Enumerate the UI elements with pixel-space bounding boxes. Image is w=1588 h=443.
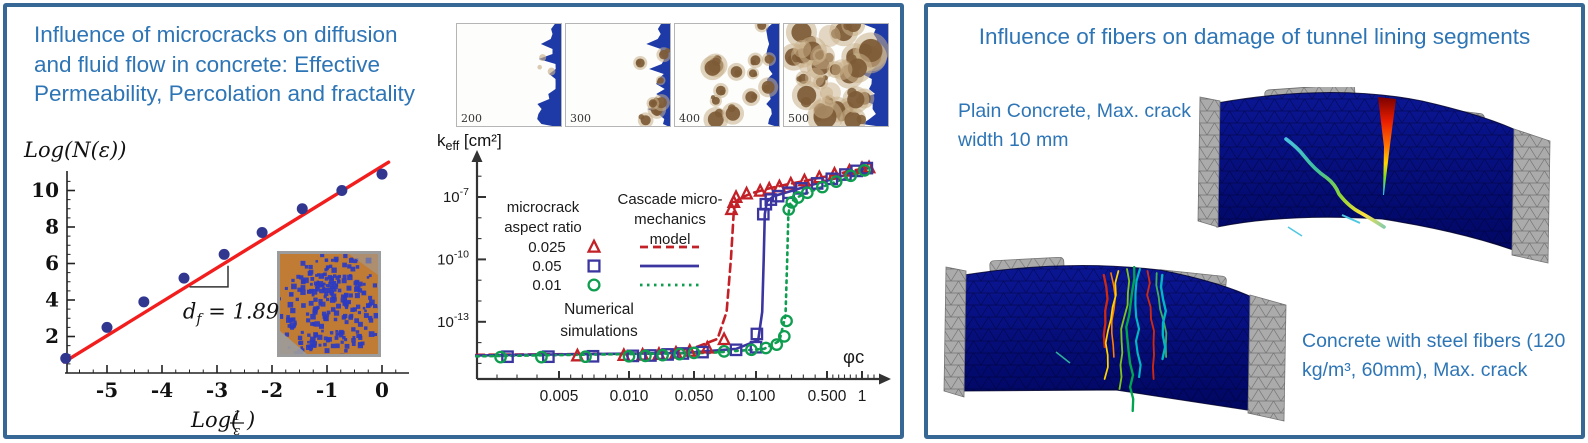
svg-text:1: 1 (858, 388, 867, 405)
svg-text:0.025: 0.025 (528, 239, 566, 256)
caption-line: Concrete with steel fibers (120 (1302, 330, 1566, 352)
percolation-frame-200: 200 (456, 23, 562, 127)
right-slide-panel: Influence of fibers on damage of tunnel … (924, 3, 1585, 439)
svg-text:10-7: 10-7 (443, 186, 469, 206)
svg-text:2: 2 (45, 324, 59, 348)
svg-text:0.005: 0.005 (540, 388, 579, 405)
keff-legend: microcrack aspect ratio Cascade micro-mech… (504, 191, 722, 340)
svg-text:10-10: 10-10 (437, 248, 469, 268)
fractal-dimension-annotation: df = 1.89 (183, 299, 279, 327)
svg-text:-4: -4 (151, 378, 173, 402)
svg-text:0.010: 0.010 (610, 388, 649, 405)
svg-text:aspect ratio: aspect ratio (504, 219, 582, 236)
tunnel-segment-steel-fibers-image (943, 257, 1287, 422)
fractal-data-point (256, 226, 268, 238)
fractal-box-counting-chart: -5 -4 -3 -2 -1 0 2 4 6 8 10 Log(N(ε)) Log(1ε) df = 1.… (23, 138, 409, 437)
percolation-frame-label: 300 (570, 112, 591, 125)
svg-text:0.500: 0.500 (808, 388, 847, 405)
caption-steel-fibers: Concrete with steel fibers (120 kg/m³, 60… (1302, 327, 1582, 386)
svg-text:Numerical: Numerical (564, 301, 634, 318)
right-panel-title: Influence of fibers on damage of tunnel … (978, 24, 1531, 49)
svg-text:1: 1 (233, 409, 241, 424)
tunnel-segment-plain-concrete-image (1197, 87, 1551, 264)
simulation-points-0.01 (494, 164, 871, 364)
primary-crack (1378, 97, 1396, 195)
left-panel-title: Influence of microcracks on diffusion and… (34, 20, 464, 109)
svg-text:Log(: Log( (190, 408, 240, 432)
fractal-data-point (60, 352, 72, 364)
fractal-data-point (178, 272, 190, 284)
fractal-data-point (296, 203, 308, 215)
svg-text:6: 6 (45, 251, 59, 275)
distributed-crack-fan (1102, 265, 1168, 413)
model-curve-0.01 (475, 168, 869, 358)
fractal-data-point (218, 248, 230, 260)
percolation-frame-label: 500 (788, 112, 809, 125)
svg-text:0.01: 0.01 (532, 277, 561, 294)
svg-text:4: 4 (45, 288, 59, 312)
svg-text:mechanics: mechanics (634, 211, 706, 228)
caption-line: Permeability, Percolation and fractality (34, 81, 416, 107)
percolation-frame-label: 200 (461, 112, 482, 125)
caption-line: and fluid flow in concrete: Effective (34, 51, 381, 77)
percolation-frame-500: 500 (783, 23, 889, 127)
svg-text:8: 8 (45, 215, 59, 239)
svg-text:Log(N(ε)): Log(N(ε)) (23, 138, 126, 162)
svg-text:Cascade micro-: Cascade micro- (617, 191, 722, 208)
effective-permeability-chart: 0.005 0.010 0.050 0.100 0.500 1 10-7 10-10 10-13… (437, 131, 891, 405)
caption-plain-concrete: Plain Concrete, Max. crack width 10 mm (958, 97, 1258, 156)
fractal-data-point (376, 168, 388, 180)
fractal-data-point (101, 321, 113, 333)
svg-text:10: 10 (31, 178, 59, 202)
left-slide-panel: Influence of microcracks on diffusion and… (3, 3, 904, 439)
caption-line: Plain Concrete, Max. crack (958, 100, 1192, 122)
fractal-data-point (336, 185, 348, 196)
svg-text:-2: -2 (261, 378, 283, 402)
svg-text:microcrack: microcrack (507, 199, 580, 216)
percolation-frame-300: 300 (565, 23, 671, 127)
percolation-frame-400: 400 (674, 23, 780, 127)
percolation-frame-label: 400 (679, 112, 700, 125)
svg-text:simulations: simulations (560, 323, 638, 340)
svg-text:): ) (246, 408, 255, 432)
svg-text:-5: -5 (96, 378, 118, 402)
svg-text:0.050: 0.050 (675, 388, 714, 405)
svg-text:0.100: 0.100 (737, 388, 776, 405)
fractal-xaxis-label: Log(1ε) (190, 408, 255, 437)
svg-text:-1: -1 (316, 378, 338, 402)
percolation-strip: 200 300 400 500 (456, 23, 889, 127)
keff-ylabel: keff [cm²] (437, 131, 502, 153)
caption-line: kg/m³, 60mm), Max. crack (1302, 359, 1528, 382)
svg-text:10-13: 10-13 (437, 311, 469, 331)
fractal-cluster-inset (277, 251, 381, 357)
keff-xlabel: φc (843, 346, 864, 367)
fractal-data-point (138, 296, 150, 308)
caption-line: width 10 mm (958, 129, 1069, 152)
svg-text:model: model (650, 231, 691, 248)
svg-text:0.05: 0.05 (532, 258, 561, 275)
caption-line: Influence of microcracks on diffusion (34, 22, 398, 47)
diagonal-crack (1284, 137, 1386, 229)
svg-text:-3: -3 (206, 378, 228, 402)
model-curve-0.025 (475, 166, 872, 357)
svg-text:ε: ε (234, 424, 241, 437)
svg-text:0: 0 (375, 378, 389, 402)
